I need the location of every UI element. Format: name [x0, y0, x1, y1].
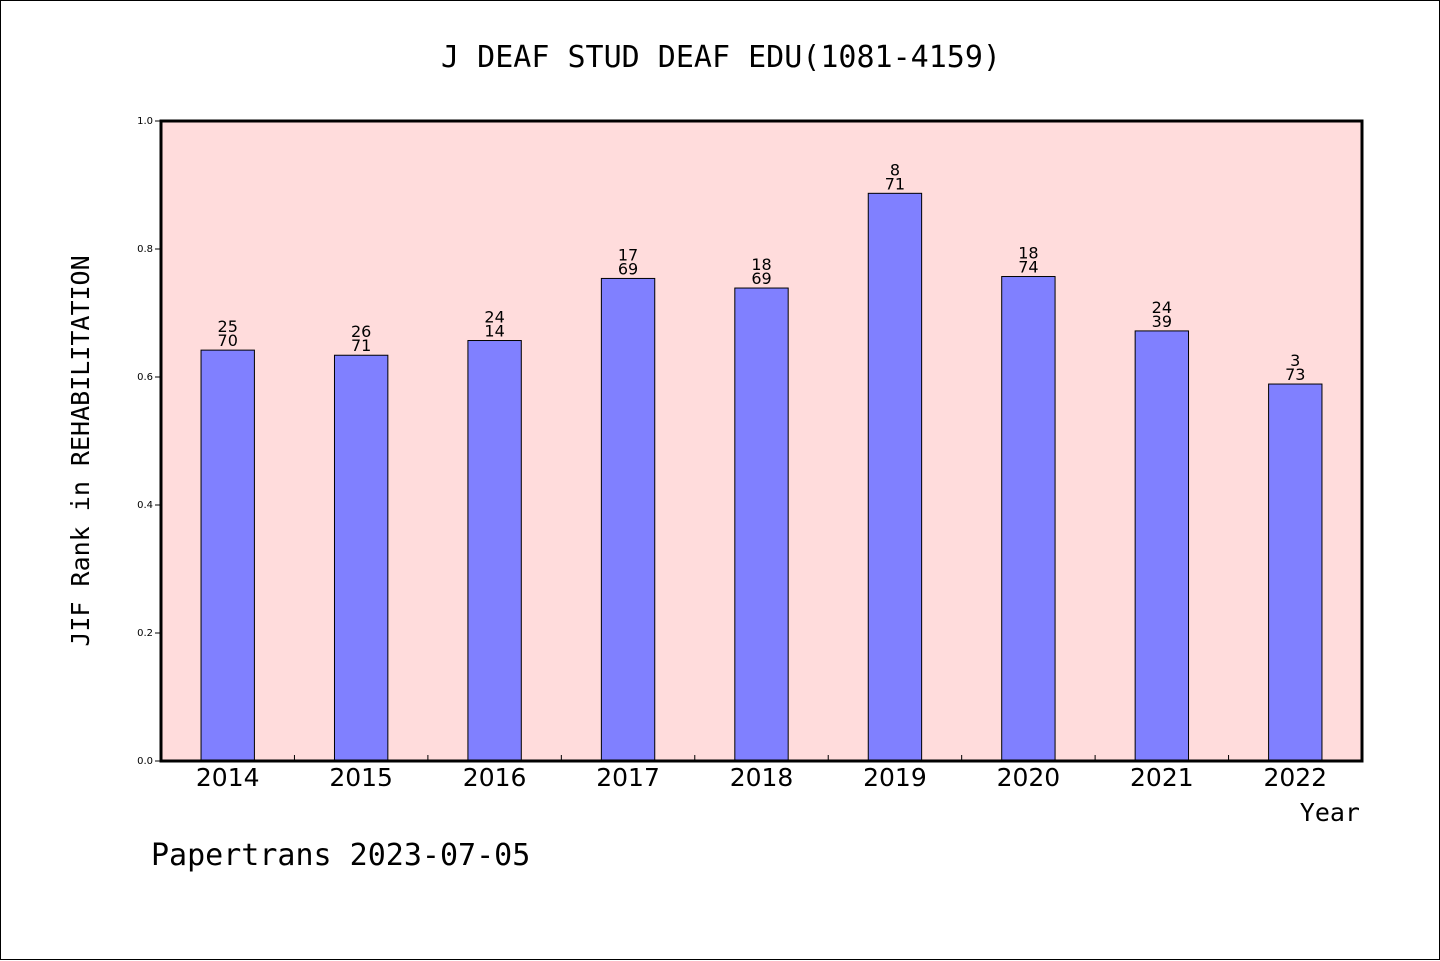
footer-credit: Papertrans 2023-07-05 — [151, 838, 530, 873]
bar-label-2016-line2: 14 — [484, 322, 504, 341]
x-tick-label-2021: 2021 — [1130, 763, 1194, 792]
bar-label-2017-line1: 17 — [618, 245, 638, 264]
bar-2017 — [600, 277, 656, 762]
bar-2015 — [333, 354, 389, 762]
x-tick-label-2019: 2019 — [863, 763, 927, 792]
y-tick-label-0.8: 0.8 — [137, 244, 153, 255]
bar-label-2019-line1: 8 — [890, 160, 900, 179]
x-tick-label-2017: 2017 — [596, 763, 660, 792]
chart-title: J DEAF STUD DEAF EDU(1081-4159) — [441, 40, 1001, 75]
bar-label-2020-line2: 74 — [1018, 258, 1038, 277]
x-tick-label-2020: 2020 — [997, 763, 1061, 792]
plot-border — [159, 119, 1364, 763]
bar-label-2022-line2: 73 — [1285, 365, 1305, 384]
x-axis-ticks: 2014 2015 2016 2017 2018 2019 2020 2021 2022 — [196, 755, 1327, 792]
x-tick-label-2022: 2022 — [1263, 763, 1327, 792]
bar-2016 — [467, 340, 522, 762]
bar-label-2015-line1: 26 — [351, 322, 371, 341]
bar-2022 — [1268, 383, 1323, 762]
bar-2014 — [200, 349, 255, 762]
y-tick-label-1.0: 1.0 — [137, 116, 153, 127]
x-tick-label-2015: 2015 — [329, 763, 393, 792]
bar-label-2021-line2: 39 — [1152, 312, 1172, 331]
y-axis-ticks: 0.0 0.2 0.4 0.6 0.8 1.0 — [137, 116, 161, 767]
bar-2019 — [867, 192, 923, 762]
bar-label-2018-line2: 69 — [751, 269, 771, 288]
bar-label-2016-line1: 24 — [484, 308, 504, 327]
bar-2018 — [734, 287, 789, 762]
bar-label-2022-line1: 3 — [1290, 351, 1300, 370]
bars-group — [200, 192, 1323, 762]
bar-label-2014-line2: 70 — [218, 331, 238, 350]
bar-label-2021-line1: 24 — [1152, 298, 1172, 317]
x-tick-label-2014: 2014 — [196, 763, 260, 792]
x-axis-label: Year — [1300, 798, 1360, 827]
bar-label-2018-line1: 18 — [751, 255, 771, 274]
bar-label-2017-line2: 69 — [618, 259, 638, 278]
y-axis-label: JIF Rank in REHABILITATION — [66, 255, 95, 646]
bar-label-2015-line2: 71 — [351, 336, 371, 355]
x-tick-label-2018: 2018 — [730, 763, 794, 792]
bar-2020 — [1001, 276, 1056, 762]
bar-2021 — [1134, 330, 1190, 762]
y-tick-label-0.6: 0.6 — [137, 372, 153, 383]
bar-label-2020-line1: 18 — [1018, 244, 1038, 263]
y-tick-label-0.0: 0.0 — [137, 756, 153, 767]
y-tick-label-0.4: 0.4 — [137, 500, 153, 511]
bar-label-2014-line1: 25 — [218, 317, 238, 336]
bar-label-2019-line2: 71 — [885, 174, 905, 193]
x-tick-label-2016: 2016 — [463, 763, 527, 792]
y-tick-label-0.2: 0.2 — [137, 628, 153, 639]
